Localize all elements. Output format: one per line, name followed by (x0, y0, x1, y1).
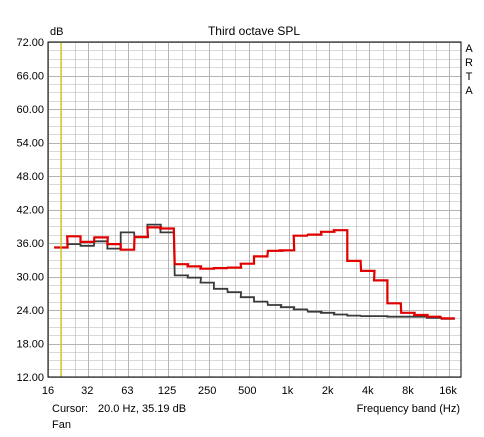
cursor-label: Cursor: (52, 403, 89, 415)
y-tick-label: 24.00 (16, 305, 44, 317)
x-tick-label: 63 (121, 385, 133, 397)
x-tick-label: 500 (238, 385, 256, 397)
plot-area[interactable] (48, 42, 461, 377)
x-tick-label: 125 (158, 385, 176, 397)
y-tick-label: 36.00 (16, 238, 44, 250)
side-label-letter: A (465, 85, 473, 97)
x-tick-label: 32 (81, 385, 93, 397)
y-tick-label: 30.00 (16, 272, 44, 284)
y-tick-label: 54.00 (16, 138, 44, 150)
y-tick-label: 48.00 (16, 171, 44, 183)
y-tick-label: 18.00 (16, 339, 44, 351)
chart-title: Third octave SPL (208, 24, 300, 38)
series-layer (54, 223, 455, 320)
side-label-letter: A (465, 43, 473, 55)
plot-frame (47, 41, 462, 378)
side-label-letter: T (466, 71, 473, 83)
y-tick-label: 66.00 (16, 71, 44, 83)
y-tick-label: 72.00 (16, 37, 44, 49)
series-line-2 (54, 226, 455, 320)
series-line-1 (54, 223, 455, 320)
side-label-letter: R (465, 57, 473, 69)
x-tick-label: 250 (198, 385, 216, 397)
x-tick-label: 1k (282, 385, 294, 397)
y-axis-label: dB (50, 26, 63, 38)
x-axis-label: Frequency band (Hz) (356, 403, 460, 415)
x-tick-label: 8k (402, 385, 414, 397)
x-tick-label: 16k (439, 385, 457, 397)
cursor-readout: 20.0 Hz, 35.19 dB (98, 403, 187, 415)
x-tick-label: 16 (42, 385, 54, 397)
x-tick-label: 2k (322, 385, 334, 397)
y-tick-labels: 12.00 18.00 24.00 30.00 36.00 42.00 48.00 54.00… (16, 37, 44, 384)
y-tick-label: 12.00 (16, 372, 44, 384)
x-tick-label: 4k (362, 385, 374, 397)
y-tick-label: 42.00 (16, 205, 44, 217)
x-tick-labels: 16 32 63 125 250 500 1k 2k 4k 8k 16k (42, 385, 458, 397)
series-name: Fan (52, 419, 71, 431)
y-tick-label: 60.00 (16, 104, 44, 116)
